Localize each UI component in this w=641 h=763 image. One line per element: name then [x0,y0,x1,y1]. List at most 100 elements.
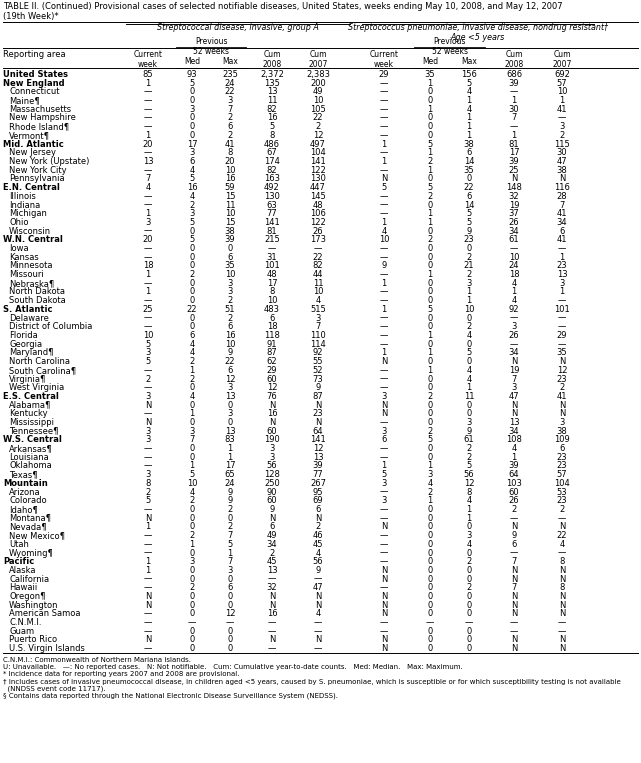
Text: 2: 2 [428,488,433,497]
Text: 83: 83 [224,436,235,444]
Text: N: N [511,636,517,645]
Text: 16: 16 [267,610,278,618]
Text: 0: 0 [189,114,195,123]
Text: 62: 62 [267,357,278,366]
Text: Oklahoma: Oklahoma [9,462,52,471]
Text: 3: 3 [228,288,233,297]
Text: 35: 35 [463,166,474,175]
Text: 82: 82 [313,262,323,270]
Text: 128: 128 [264,470,280,479]
Text: 3: 3 [189,427,195,436]
Text: —: — [226,618,234,627]
Text: 22: 22 [463,183,474,192]
Text: 4: 4 [315,296,320,305]
Text: Cum
2007: Cum 2007 [553,50,572,69]
Text: Kansas: Kansas [9,253,38,262]
Text: N: N [511,592,517,601]
Text: Cum
2007: Cum 2007 [308,50,328,69]
Text: 65: 65 [225,470,235,479]
Text: 0: 0 [189,401,195,410]
Text: N: N [381,175,387,183]
Text: 0: 0 [428,531,433,540]
Text: 17: 17 [267,278,278,288]
Text: 0: 0 [189,505,195,514]
Text: 12: 12 [313,131,323,140]
Text: 1: 1 [146,209,151,218]
Text: 1: 1 [228,444,233,453]
Text: 23: 23 [556,262,567,270]
Text: 16: 16 [267,409,278,418]
Text: 5: 5 [228,539,233,549]
Text: —: — [380,314,388,323]
Text: † Includes cases of invasive pneumococcal disease, in children aged <5 years, ca: † Includes cases of invasive pneumococca… [3,678,620,684]
Text: 11: 11 [225,201,235,210]
Text: 1: 1 [189,462,195,471]
Text: 8: 8 [560,583,565,592]
Text: 1: 1 [428,148,433,157]
Text: —: — [380,244,388,253]
Text: 6: 6 [560,444,565,453]
Text: 3: 3 [146,436,151,444]
Text: 92: 92 [313,349,323,357]
Text: 3: 3 [381,427,387,436]
Text: 173: 173 [310,235,326,244]
Text: N: N [269,600,275,610]
Text: —: — [144,296,152,305]
Text: —: — [380,253,388,262]
Text: 1: 1 [467,296,472,305]
Text: 14: 14 [463,157,474,166]
Text: C.N.M.I.: C.N.M.I. [9,618,42,627]
Text: 2: 2 [467,452,472,462]
Text: N: N [315,401,321,410]
Text: Washington: Washington [9,600,58,610]
Text: N: N [559,523,565,531]
Text: 7: 7 [560,201,565,210]
Text: 23: 23 [313,409,323,418]
Text: Hawaii: Hawaii [9,583,37,592]
Text: 4: 4 [315,610,320,618]
Text: —: — [380,626,388,636]
Text: 85: 85 [143,70,153,79]
Text: 3: 3 [315,314,320,323]
Text: 0: 0 [428,583,433,592]
Text: 61: 61 [463,436,474,444]
Text: 0: 0 [428,201,433,210]
Text: —: — [380,322,388,331]
Text: Texas¶: Texas¶ [9,470,38,479]
Text: 60: 60 [509,488,519,497]
Text: Maine¶: Maine¶ [9,96,40,105]
Text: 4: 4 [146,183,151,192]
Text: 1: 1 [381,278,387,288]
Text: 1: 1 [381,305,387,314]
Text: Michigan: Michigan [9,209,47,218]
Text: —: — [268,618,276,627]
Text: Nebraska¶: Nebraska¶ [9,278,54,288]
Text: 5: 5 [189,175,195,183]
Text: 4: 4 [467,539,472,549]
Text: 3: 3 [269,452,275,462]
Text: —: — [144,88,152,96]
Text: 6: 6 [269,523,275,531]
Text: 12: 12 [463,479,474,488]
Text: —: — [144,383,152,392]
Text: 3: 3 [560,122,565,131]
Text: 0: 0 [228,401,233,410]
Text: 53: 53 [556,488,567,497]
Text: 3: 3 [189,105,195,114]
Text: 9: 9 [228,349,233,357]
Text: 3: 3 [466,418,472,427]
Text: New York City: New York City [9,166,67,175]
Text: Utah: Utah [9,539,29,549]
Text: N: N [145,418,151,427]
Text: —: — [558,322,566,331]
Text: 104: 104 [554,479,570,488]
Text: —: — [380,270,388,279]
Text: —: — [380,105,388,114]
Text: 7: 7 [512,114,517,123]
Text: 7: 7 [512,583,517,592]
Text: 52: 52 [313,365,323,375]
Text: Vermont¶: Vermont¶ [9,131,50,140]
Text: N: N [511,566,517,575]
Text: 77: 77 [313,470,323,479]
Text: 19: 19 [509,365,519,375]
